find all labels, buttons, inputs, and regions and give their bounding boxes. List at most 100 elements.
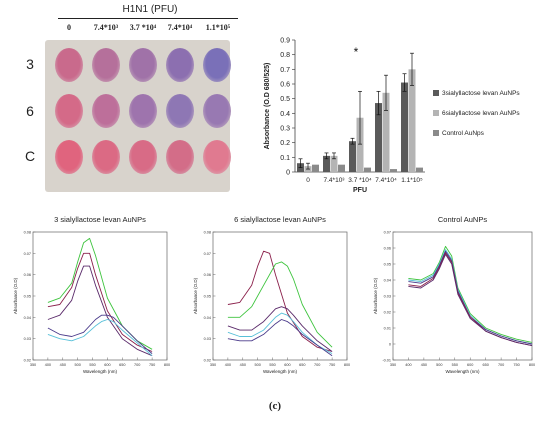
bar bbox=[408, 69, 416, 172]
spectrum-line bbox=[47, 319, 153, 357]
x-tick-label: 450 bbox=[60, 363, 66, 367]
x-tick-label: 400 bbox=[405, 363, 411, 367]
plate-well bbox=[92, 140, 120, 174]
y-tick-label: 0.08 bbox=[204, 231, 211, 235]
chart-title: 3 sialyllactose levan AuNPs bbox=[54, 215, 146, 224]
x-tick-label: 750 bbox=[513, 363, 519, 367]
x-tick-label: 7.4*10⁴ bbox=[375, 177, 397, 184]
legend-label: 3sialyllactose levan AuNPs bbox=[442, 90, 520, 97]
x-tick-label: 450 bbox=[240, 363, 246, 367]
x-tick-label: 450 bbox=[421, 363, 427, 367]
y-tick-label: 0.02 bbox=[384, 311, 391, 315]
x-tick-label: 3.7 *10⁴ bbox=[348, 177, 372, 184]
legend-swatch bbox=[433, 90, 439, 96]
x-tick-label: 700 bbox=[314, 363, 320, 367]
plate-well bbox=[203, 48, 231, 82]
y-tick-label: 0.07 bbox=[384, 231, 391, 235]
y-tick-label: 0.06 bbox=[24, 273, 31, 277]
x-axis-label: PFU bbox=[353, 187, 367, 194]
y-tick-label: 0.06 bbox=[384, 247, 391, 251]
legend-swatch bbox=[433, 130, 439, 136]
x-axis-label: Wavelength (nm) bbox=[445, 369, 480, 374]
plate-well bbox=[55, 140, 83, 174]
plate-column-label: 7.4*10⁴ bbox=[167, 23, 193, 32]
y-tick-label: 0.2 bbox=[280, 140, 290, 147]
plate-row-label: C bbox=[24, 148, 36, 164]
bar bbox=[349, 141, 356, 172]
y-tick-label: 0.03 bbox=[24, 337, 31, 341]
bar bbox=[375, 103, 382, 172]
spectrum-line bbox=[227, 306, 333, 352]
spectrum-line bbox=[408, 249, 533, 345]
y-tick-label: 0.02 bbox=[24, 359, 31, 363]
y-tick-label: 0.5 bbox=[280, 96, 290, 103]
y-tick-label: 0 bbox=[389, 343, 391, 347]
bar bbox=[338, 164, 345, 172]
legend-label: 6sialyllactose levan AuNPs bbox=[442, 110, 520, 117]
y-tick-label: 0.03 bbox=[384, 295, 391, 299]
x-tick-label: 750 bbox=[329, 363, 335, 367]
y-tick-label: 0.04 bbox=[24, 316, 31, 320]
x-tick-label: 700 bbox=[134, 363, 140, 367]
plate-well bbox=[166, 48, 194, 82]
spectrum-line bbox=[227, 312, 333, 354]
spectrum-chart-control: Control AuNPs -0.01 0 0.01 0.02 0.03 0.04 0.05 0… bbox=[373, 215, 535, 374]
x-tick-label: 550 bbox=[452, 363, 458, 367]
spectrum-line bbox=[408, 252, 533, 347]
bar bbox=[323, 155, 330, 172]
y-tick-label: 0.04 bbox=[384, 279, 391, 283]
bar bbox=[330, 155, 338, 172]
spectrum-line bbox=[408, 245, 533, 343]
x-tick-label: 400 bbox=[225, 363, 231, 367]
plate-column-label: 7.4*10³ bbox=[93, 23, 119, 32]
x-tick-label: 550 bbox=[269, 363, 275, 367]
x-axis-label: Wavelength (nm) bbox=[83, 369, 118, 374]
significance-marker: * bbox=[354, 45, 359, 59]
bar bbox=[401, 82, 408, 172]
y-tick-label: 0 bbox=[286, 170, 290, 177]
spectrum-line bbox=[47, 237, 153, 350]
x-tick-label: 350 bbox=[30, 363, 36, 367]
spectrum-line bbox=[408, 250, 533, 345]
x-tick-label: 400 bbox=[45, 363, 51, 367]
plate-column-label: 1.1*10⁵ bbox=[205, 23, 231, 32]
plate-well bbox=[55, 48, 83, 82]
plot-frame bbox=[212, 231, 348, 361]
absorbance-bar-chart: 0 0.1 0.2 0.3 0.4 0.5 0.6 0.7 0.8 0.9 0 7.4*10³ 3.7 … bbox=[264, 38, 520, 195]
y-tick-label: 0.06 bbox=[204, 273, 211, 277]
y-tick-label: 0.9 bbox=[280, 38, 290, 45]
plate-well bbox=[166, 94, 194, 128]
y-tick-label: 0.05 bbox=[384, 263, 391, 267]
x-tick-label: 600 bbox=[467, 363, 473, 367]
x-tick-label: 600 bbox=[104, 363, 110, 367]
spectrum-chart-3-sialyllactose: 3 sialyllactose levan AuNPs 0.02 0.03 0.04 0… bbox=[13, 215, 170, 374]
y-tick-label: -0.01 bbox=[382, 359, 391, 363]
x-tick-label: 600 bbox=[284, 363, 290, 367]
legend-label: Control AuNps bbox=[442, 130, 485, 137]
y-axis-label: Absorbance (O.D) bbox=[193, 277, 198, 314]
x-tick-label: 500 bbox=[74, 363, 80, 367]
plate-well bbox=[129, 94, 157, 128]
plot-frame bbox=[32, 231, 168, 361]
plate-column-label: 3.7 *10⁴ bbox=[129, 23, 157, 32]
spectrum-line bbox=[227, 261, 333, 348]
y-tick-label: 0.7 bbox=[280, 67, 290, 74]
plate-well bbox=[129, 140, 157, 174]
y-tick-label: 0.08 bbox=[24, 231, 31, 235]
bar bbox=[356, 117, 364, 172]
y-axis-label: Absorbance (O.D 680/525) bbox=[264, 63, 271, 150]
spectrum-line bbox=[47, 265, 153, 357]
spectrum-line bbox=[47, 252, 153, 352]
y-tick-label: 0.04 bbox=[204, 316, 211, 320]
plate-column-label: 0 bbox=[67, 23, 71, 32]
y-tick-label: 0.03 bbox=[204, 337, 211, 341]
x-tick-label: 550 bbox=[89, 363, 95, 367]
x-tick-label: 0 bbox=[306, 177, 310, 184]
x-axis-label: Wavelength (nm) bbox=[263, 369, 298, 374]
legend-swatch bbox=[433, 110, 439, 116]
x-tick-label: 500 bbox=[254, 363, 260, 367]
x-tick-label: 500 bbox=[436, 363, 442, 367]
bar bbox=[312, 164, 319, 172]
y-tick-label: 0.07 bbox=[24, 252, 31, 256]
x-tick-label: 700 bbox=[498, 363, 504, 367]
